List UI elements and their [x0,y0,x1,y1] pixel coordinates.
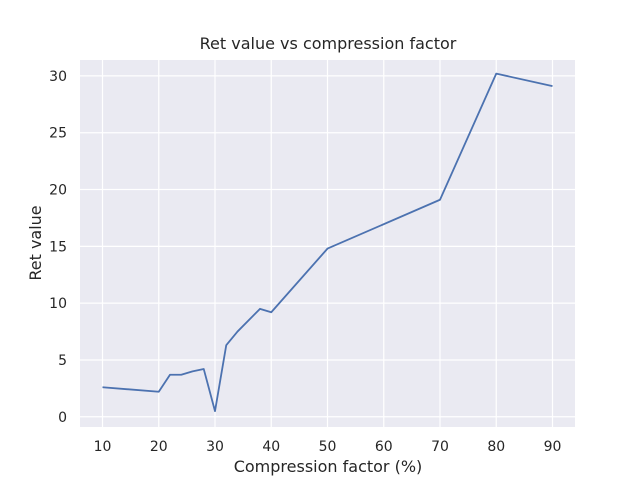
y-tick-label: 15 [49,239,67,255]
grid [80,60,575,427]
y-axis-label: Ret value [26,205,45,280]
y-tick-label: 30 [49,69,67,85]
series-group [102,72,553,412]
y-tick-labels: 0 5 10 15 20 25 30 [49,69,67,426]
x-tick-label: 70 [431,439,449,455]
x-tick-label: 40 [262,439,280,455]
y-tick-label: 10 [49,296,67,312]
x-tick-label: 30 [206,439,224,455]
series-line [102,72,553,412]
y-tick-label: 5 [58,353,67,369]
x-tick-label: 90 [544,439,562,455]
y-tick-label: 0 [58,410,67,426]
x-tick-label: 20 [150,439,168,455]
x-tick-label: 80 [487,439,505,455]
chart-title: Ret value vs compression factor [200,34,457,53]
x-tick-label: 10 [94,439,112,455]
y-tick-label: 25 [49,126,67,142]
x-axis-label: Compression factor (%) [234,457,423,476]
x-tick-label: 60 [375,439,393,455]
x-tick-labels: 10 20 30 40 50 60 70 80 90 [94,439,562,455]
x-tick-label: 50 [319,439,337,455]
y-tick-label: 20 [49,183,67,199]
